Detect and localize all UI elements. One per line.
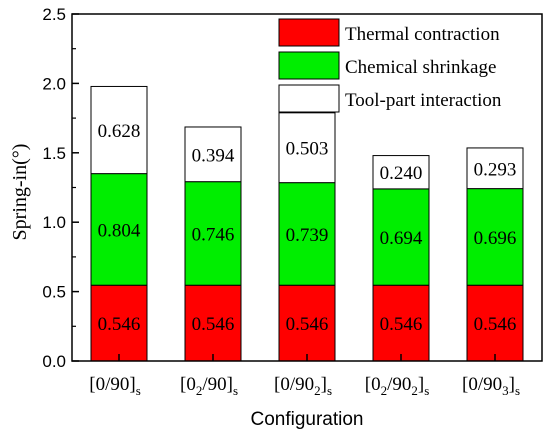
x-tick-label: [02/902]s	[365, 374, 430, 398]
legend-label: Tool-part interaction	[345, 90, 502, 111]
bar-value-label: 0.804	[98, 220, 141, 241]
bar-segment	[184, 126, 242, 183]
bar-value-label: 0.240	[380, 163, 423, 184]
bars-layer	[90, 85, 524, 362]
bar-segment	[278, 112, 336, 184]
y-tick-label: 2.5	[42, 5, 66, 24]
bar-value-label: 0.746	[192, 224, 235, 245]
bar-value-label: 0.546	[286, 314, 329, 335]
y-tick-label: 0.5	[42, 283, 66, 302]
y-axis-label: Spring-in(°)	[9, 144, 31, 241]
legend-label: Thermal contraction	[345, 24, 500, 45]
x-tick-label: [0/903]s	[462, 374, 520, 398]
x-tick-label: [0/90]s	[89, 374, 141, 398]
bar-segment	[466, 147, 524, 190]
bar-segment	[372, 188, 430, 286]
bar-value-label: 0.546	[192, 314, 235, 335]
x-axis: [0/90]s [02/90]s [0/902]s [02/902]s [0/903]s	[89, 354, 520, 398]
x-tick-label: [0/902]s	[274, 374, 332, 398]
y-axis: 0.0 0.5 1.0 1.5 2.0 2.5	[42, 5, 79, 371]
bar-segment	[90, 85, 148, 175]
bar-segment	[90, 284, 148, 362]
bar-value-label: 0.546	[98, 314, 141, 335]
legend-swatch	[278, 51, 340, 80]
bar-value-label: 0.546	[380, 314, 423, 335]
legend-swatch	[278, 18, 340, 47]
y-tick-label: 0.0	[42, 352, 66, 371]
bar-value-label: 0.694	[380, 228, 423, 249]
bar-segment	[278, 182, 336, 286]
bar-segment	[372, 155, 430, 190]
y-tick-label: 1.5	[42, 144, 66, 163]
legend-label: Chemical shrinkage	[345, 57, 496, 78]
bar-value-label: 0.628	[98, 121, 141, 142]
legend-swatch	[278, 84, 340, 113]
bar-segment	[184, 284, 242, 362]
bar-value-label: 0.546	[474, 314, 517, 335]
bar-value-label: 0.739	[286, 225, 329, 246]
legend: Thermal contraction Chemical shrinkage Too…	[278, 18, 502, 113]
bar-labels-layer: 0.546 0.804 0.628 0.546 0.746 0.394 0.546 0.739…	[98, 121, 517, 335]
bar-value-label: 0.696	[474, 228, 517, 249]
x-tick-label: [02/90]s	[180, 374, 238, 398]
y-tick-label: 1.0	[42, 213, 66, 232]
bar-value-label: 0.394	[192, 145, 235, 166]
bar-segment	[90, 173, 148, 286]
bar-value-label: 0.503	[286, 139, 329, 160]
bar-segment	[372, 284, 430, 362]
y-tick-label: 2.0	[42, 74, 66, 93]
bar-value-label: 0.293	[474, 159, 517, 180]
bar-segment	[184, 181, 242, 286]
x-axis-label: Configuration	[250, 409, 363, 430]
